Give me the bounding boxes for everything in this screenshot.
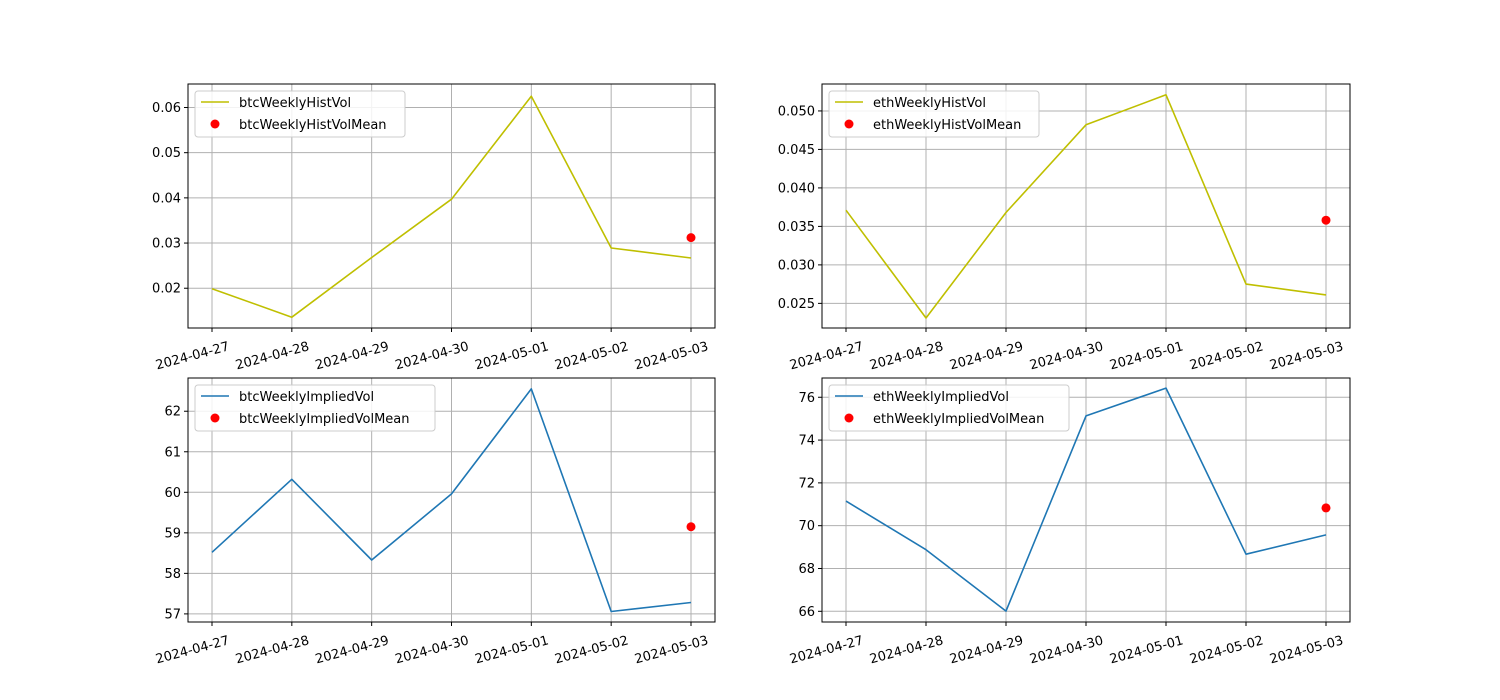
y-tick-label: 0.02 (152, 282, 181, 297)
legend: btcWeeklyImpliedVol btcWeeklyImpliedVolMe… (194, 384, 436, 432)
legend-label-series: ethWeeklyImpliedVol (873, 390, 1009, 405)
mean-point (686, 233, 696, 243)
chart-panel-0: 0.02 0.03 0.04 0.05 0.06 2024-04-27 2024-04-28… (152, 83, 716, 373)
legend-label-mean: ethWeeklyHistVolMean (873, 118, 1021, 133)
x-tick-label: 2024-04-27 (154, 339, 231, 373)
legend-box (194, 90, 406, 138)
x-tick-label: 2024-04-29 (948, 339, 1025, 373)
x-tick-label: 2024-04-28 (234, 633, 311, 667)
x-tick-label: 2024-04-29 (314, 339, 391, 373)
chart-panel-1: 0.025 0.030 0.035 0.040 0.045 0.050 2024-04-27… (778, 83, 1351, 373)
y-tick-label: 60 (164, 486, 181, 501)
x-tick-label: 2024-05-02 (1188, 633, 1265, 667)
series-line (845, 387, 1327, 612)
x-tick-label: 2024-04-30 (1028, 339, 1105, 373)
legend-dot-swatch (844, 413, 854, 423)
y-tick-label: 0.050 (778, 104, 815, 119)
series-line (211, 388, 692, 613)
legend: ethWeeklyHistVol ethWeeklyHistVolMean (828, 90, 1040, 138)
y-tick-label: 0.030 (778, 258, 815, 273)
y-tick-label: 0.045 (778, 143, 815, 158)
y-tick-label: 61 (164, 445, 181, 460)
legend-label-series: btcWeeklyImpliedVol (239, 390, 374, 405)
x-tick-label: 2024-04-27 (788, 633, 865, 667)
x-tick-label: 2024-04-30 (394, 339, 471, 373)
legend-dot-swatch (210, 413, 220, 423)
x-tick-label: 2024-05-01 (473, 339, 550, 373)
y-tick-label: 58 (164, 567, 181, 582)
y-tick-label: 0.03 (152, 237, 181, 252)
y-tick-label: 68 (798, 562, 815, 577)
x-tick-label: 2024-05-02 (1188, 339, 1265, 373)
legend: ethWeeklyImpliedVol ethWeeklyImpliedVolMe… (828, 384, 1070, 432)
y-tick-label: 70 (798, 519, 815, 534)
x-tick-label: 2024-04-30 (1028, 633, 1105, 667)
x-tick-label: 2024-04-28 (234, 339, 311, 373)
legend-box (194, 384, 436, 432)
y-tick-label: 57 (164, 607, 181, 622)
legend: btcWeeklyHistVol btcWeeklyHistVolMean (194, 90, 406, 138)
y-tick-label: 0.04 (152, 191, 181, 206)
legend-label-series: btcWeeklyHistVol (239, 96, 351, 111)
y-tick-label: 0.040 (778, 181, 815, 196)
x-tick-label: 2024-04-28 (868, 633, 945, 667)
legend-label-series: ethWeeklyHistVol (873, 96, 986, 111)
x-tick-label: 2024-05-01 (473, 633, 550, 667)
y-tick-label: 59 (164, 526, 181, 541)
x-tick-label: 2024-04-28 (868, 339, 945, 373)
x-tick-label: 2024-04-30 (394, 633, 471, 667)
x-tick-label: 2024-05-03 (1268, 339, 1345, 373)
mean-point (686, 522, 696, 532)
y-tick-label: 74 (798, 434, 815, 449)
x-tick-label: 2024-04-29 (314, 633, 391, 667)
y-tick-label: 62 (164, 405, 181, 420)
legend-label-mean: ethWeeklyImpliedVolMean (873, 412, 1044, 427)
x-tick-label: 2024-05-03 (633, 633, 710, 667)
y-tick-label: 0.05 (152, 146, 181, 161)
mean-point (1321, 215, 1331, 225)
x-tick-label: 2024-05-03 (633, 339, 710, 373)
legend-box (828, 384, 1070, 432)
x-tick-label: 2024-05-01 (1108, 339, 1185, 373)
series-line (845, 94, 1327, 319)
legend-dot-swatch (210, 119, 220, 129)
mean-point (1321, 503, 1331, 513)
x-tick-label: 2024-05-01 (1108, 633, 1185, 667)
y-tick-label: 0.035 (778, 220, 815, 235)
legend-dot-swatch (844, 119, 854, 129)
series-line (211, 95, 692, 319)
y-tick-label: 0.025 (778, 297, 815, 312)
y-tick-label: 72 (798, 476, 815, 491)
legend-box (828, 90, 1040, 138)
x-tick-label: 2024-05-02 (553, 633, 630, 667)
y-tick-label: 0.06 (152, 101, 181, 116)
x-tick-label: 2024-04-27 (788, 339, 865, 373)
x-tick-label: 2024-05-02 (553, 339, 630, 373)
x-tick-label: 2024-04-29 (948, 633, 1025, 667)
legend-label-mean: btcWeeklyImpliedVolMean (239, 412, 410, 427)
y-tick-label: 76 (798, 391, 815, 406)
x-tick-label: 2024-04-27 (154, 633, 231, 667)
legend-label-mean: btcWeeklyHistVolMean (239, 118, 387, 133)
y-tick-label: 66 (798, 605, 815, 620)
x-tick-label: 2024-05-03 (1268, 633, 1345, 667)
